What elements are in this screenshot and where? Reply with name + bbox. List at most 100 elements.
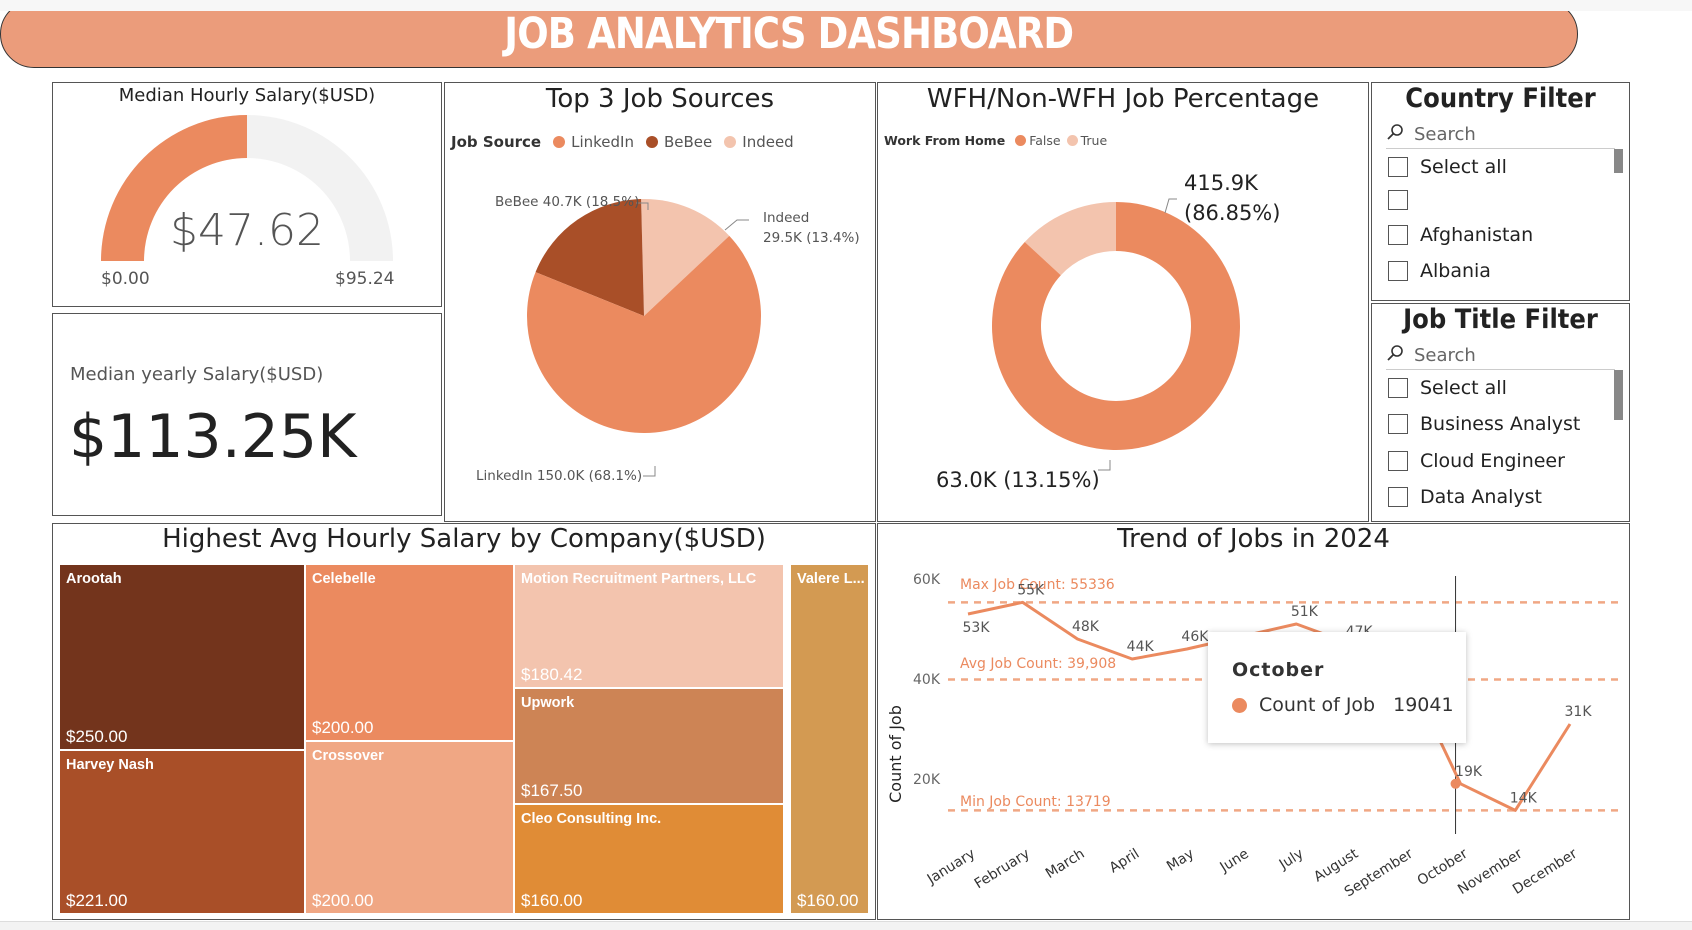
option-label: Afghanistan (1420, 224, 1534, 246)
tooltip-row: Count of Job 19041 (1232, 694, 1454, 716)
legend-label: LinkedIn (571, 133, 634, 151)
sources-pie-chart[interactable] (445, 83, 877, 523)
pie-slice-linkedin[interactable] (527, 235, 761, 434)
data-label: 53K (963, 620, 991, 636)
checkbox[interactable] (1388, 157, 1408, 177)
option-label: Select all (1420, 156, 1507, 178)
y-tick-label: 40K (913, 672, 941, 688)
treemap-tile[interactable]: Valere L... $160.00 (790, 564, 869, 914)
treemap-panel: Highest Avg Hourly Salary by Company($US… (52, 523, 876, 920)
treemap-chart: Arootah $250.00 Harvey Nash $221.00 Celebe… (59, 564, 869, 914)
checkbox[interactable] (1388, 451, 1408, 471)
data-label: 14K (1510, 790, 1538, 806)
job-scrollbar[interactable] (1614, 370, 1623, 420)
trend-line-chart[interactable]: Count of Job Max Job Count: 55336 Avg Jo… (878, 524, 1631, 921)
data-label: 31K (1565, 704, 1593, 720)
treemap-tile[interactable]: Crossover $200.00 (305, 741, 514, 914)
country-filter-title: Country Filter (1405, 83, 1596, 114)
x-tick-label: July (1276, 846, 1307, 873)
y-tick-label: 20K (913, 772, 941, 788)
treemap-tile[interactable]: Harvey Nash $221.00 (59, 750, 305, 914)
job-option-data-analyst[interactable]: Data Analyst (1388, 486, 1542, 508)
job-search[interactable]: Search (1386, 344, 1615, 370)
legend-label: True (1080, 133, 1108, 148)
pie-slice-bebee[interactable] (535, 199, 644, 316)
legend-dot (1066, 135, 1078, 146)
job-option-cloud-engineer[interactable]: Cloud Engineer (1388, 450, 1565, 472)
legend-item-true[interactable]: True (1066, 133, 1108, 148)
tile-value: $200.00 (312, 891, 374, 910)
treemap-tile[interactable]: Celebelle $200.00 (305, 564, 514, 741)
dashboard-title: JOB ANALYTICS DASHBOARD (504, 9, 1075, 59)
tile-value: $221.00 (66, 891, 128, 910)
x-tick-label: February (972, 846, 1033, 892)
min-line-label: Min Job Count: 13719 (960, 794, 1111, 810)
country-option-select-all[interactable]: Select all (1388, 156, 1507, 178)
treemap-title: Highest Avg Hourly Salary by Company($US… (162, 524, 766, 554)
job-option-business-analyst[interactable]: Business Analyst (1388, 413, 1580, 435)
treemap-tile[interactable]: Arootah $250.00 (59, 564, 305, 750)
legend-dot (1015, 135, 1027, 146)
country-option-blank[interactable] (1388, 190, 1420, 210)
wfh-legend: Work From Home False True (884, 133, 1119, 148)
legend-dot (553, 136, 566, 148)
checkbox[interactable] (1388, 261, 1408, 281)
tile-value: $160.00 (797, 891, 859, 910)
tooltip-dot (1232, 697, 1247, 713)
tooltip: October Count of Job 19041 (1208, 632, 1466, 743)
country-filter-panel: Country Filter Search Select all Afghani… (1371, 82, 1630, 301)
country-option-albania[interactable]: Albania (1388, 260, 1491, 282)
job-search-placeholder: Search (1414, 345, 1476, 366)
wfh-donut-chart[interactable] (878, 83, 1370, 523)
tile-label: Valere L... (797, 571, 864, 587)
legend-label: False (1029, 133, 1061, 148)
checkbox[interactable] (1388, 487, 1408, 507)
job-filter-title: Job Title Filter (1403, 304, 1598, 335)
tile-value: $250.00 (66, 727, 128, 746)
max-line-label: Max Job Count: 55336 (960, 577, 1115, 593)
country-option-afghanistan[interactable]: Afghanistan (1388, 224, 1533, 246)
x-tick-label: March (1043, 846, 1088, 882)
treemap-tile[interactable]: Motion Recruitment Partners, LLC $180.42 (514, 564, 784, 688)
legend-dot (724, 136, 737, 148)
sources-panel: Top 3 Job Sources Job Source LinkedIn Be… (444, 82, 876, 522)
search-icon (1386, 123, 1406, 146)
sources-title: Top 3 Job Sources (545, 84, 775, 114)
country-search[interactable]: Search (1386, 123, 1615, 149)
series-line[interactable] (967, 600, 1572, 812)
tile-value: $180.42 (521, 665, 583, 684)
pie-slice-indeed[interactable] (641, 199, 730, 316)
checkbox[interactable] (1388, 378, 1408, 398)
job-option-select-all[interactable]: Select all (1388, 377, 1507, 399)
country-scrollbar[interactable] (1614, 149, 1623, 173)
wfh-legend-title: Work From Home (884, 133, 1006, 148)
checkbox[interactable] (1388, 190, 1408, 210)
page-tabs-bar (0, 921, 1692, 930)
checkbox[interactable] (1388, 225, 1408, 245)
data-label: 48K (1072, 619, 1100, 635)
legend-dot (645, 136, 658, 148)
data-label: 46K (1181, 629, 1209, 645)
tile-value: $167.50 (521, 781, 583, 800)
data-point-october[interactable] (1450, 778, 1461, 789)
donut-slice-true[interactable] (1024, 202, 1116, 276)
tile-label: Upwork (521, 695, 575, 711)
data-label: 44K (1127, 639, 1155, 655)
leader-line (1098, 460, 1111, 471)
country-search-placeholder: Search (1414, 124, 1476, 145)
treemap-tile[interactable]: Cleo Consulting Inc. $160.00 (514, 804, 784, 914)
legend-item-linkedin[interactable]: LinkedIn (553, 133, 634, 151)
gauge-min: $0.00 (101, 269, 150, 289)
leader-line (1164, 198, 1177, 214)
pie-label-bebee: BeBee 40.7K (18.5%) (495, 194, 640, 210)
legend-label: BeBee (663, 133, 713, 151)
gauge-fill (101, 115, 247, 261)
donut-slice-false[interactable] (992, 202, 1240, 451)
checkbox[interactable] (1388, 414, 1408, 434)
data-label: 51K (1291, 604, 1319, 620)
legend-item-false[interactable]: False (1015, 133, 1061, 148)
treemap-tile[interactable]: Upwork $167.50 (514, 688, 784, 804)
legend-item-indeed[interactable]: Indeed (724, 133, 794, 151)
legend-item-bebee[interactable]: BeBee (645, 133, 713, 151)
option-label: Cloud Engineer (1420, 450, 1565, 472)
